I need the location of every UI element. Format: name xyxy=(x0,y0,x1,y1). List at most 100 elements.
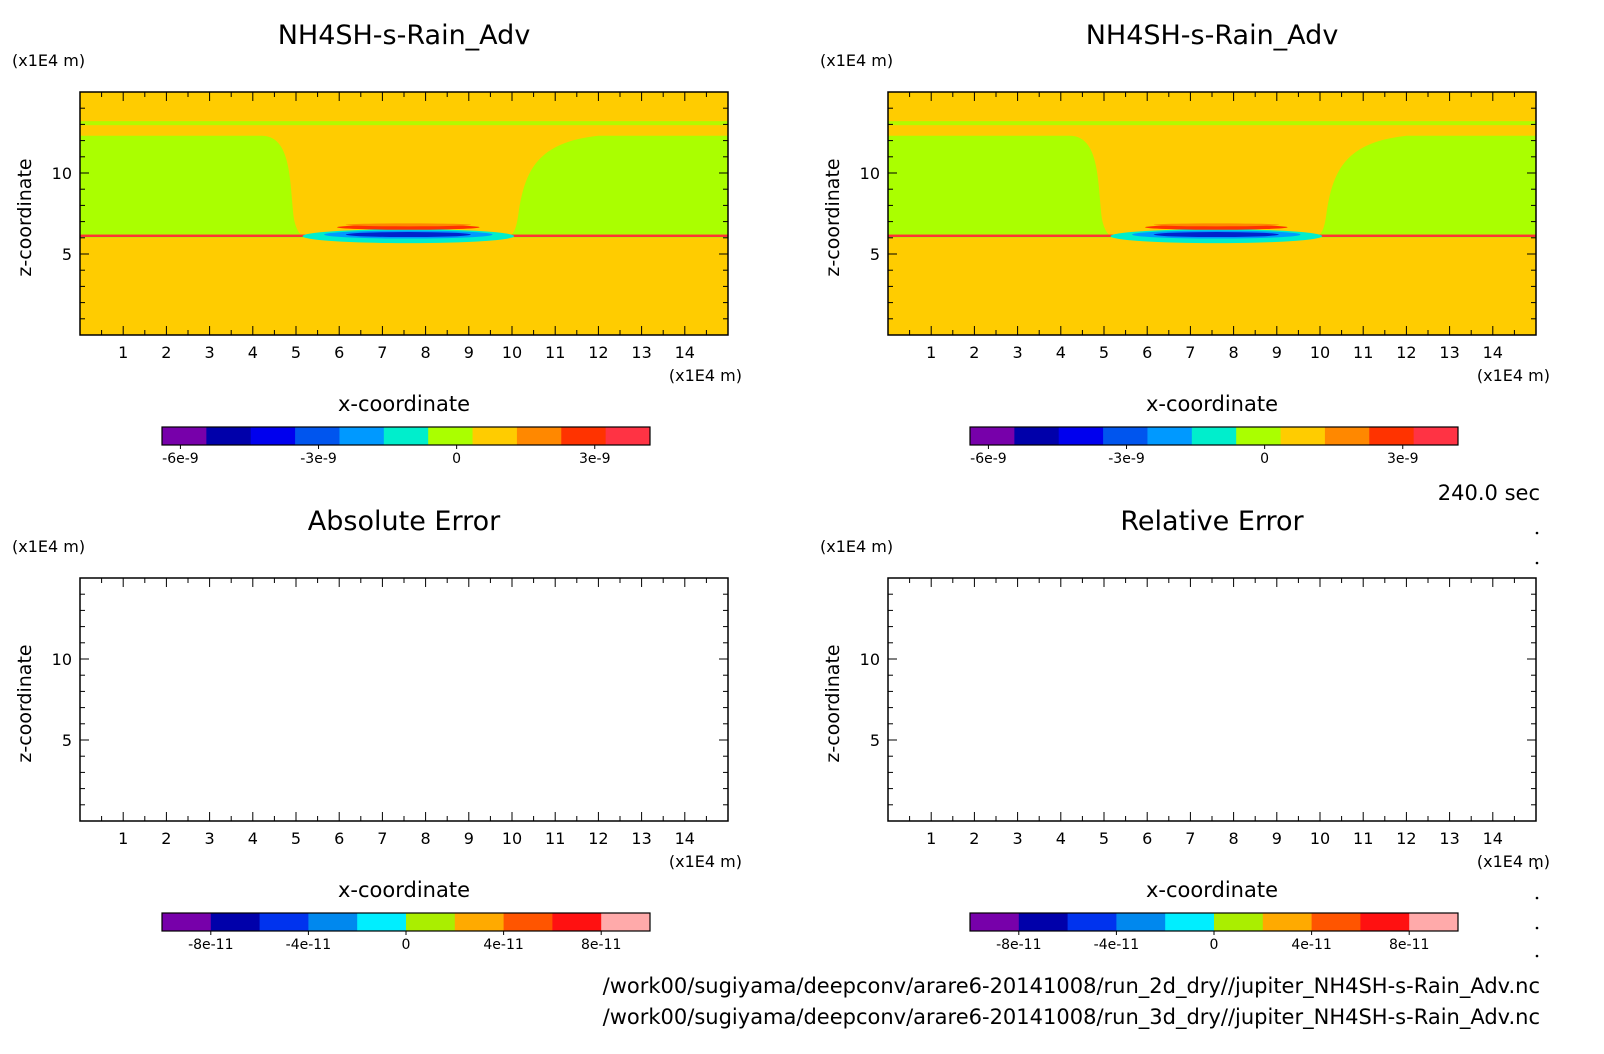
margin-dot xyxy=(1535,531,1539,535)
colorbar-segment xyxy=(1058,427,1104,445)
y-tick-label: 5 xyxy=(870,245,880,264)
x-tick-label: 1 xyxy=(118,343,128,362)
chart-title: NH4SH-s-Rain_Adv xyxy=(1086,20,1339,51)
y-tick-label: 10 xyxy=(860,650,880,669)
x-axis-label: x-coordinate xyxy=(1146,878,1278,902)
colorbar-segment xyxy=(1409,913,1459,931)
contour-field xyxy=(888,92,1536,335)
chart-title: Absolute Error xyxy=(308,506,501,537)
time-label: 240.0 sec xyxy=(1438,481,1540,505)
x-tick-label: 2 xyxy=(161,829,171,848)
colorbar-tick-label: 0 xyxy=(1260,451,1269,467)
colorbar-segment xyxy=(210,913,261,931)
x-tick-label: 10 xyxy=(1310,829,1330,848)
x-axis-label: x-coordinate xyxy=(338,878,470,902)
green-band xyxy=(888,135,1536,238)
x-tick-label: 9 xyxy=(1272,829,1282,848)
colorbar: -8e-11 -4e-11 0 4e-11 8e-11 xyxy=(969,912,1459,953)
y-tick-label: 5 xyxy=(62,731,72,750)
x-tick-label: 6 xyxy=(334,829,344,848)
colorbar: -6e-9 -3e-9 0 3e-9 xyxy=(161,426,651,467)
y-axis-label: z-coordinate xyxy=(14,158,36,276)
contour-field xyxy=(80,92,728,335)
tick-marks xyxy=(888,578,1536,821)
colorbar-segment xyxy=(454,913,505,931)
colorbar-segment xyxy=(472,427,518,445)
colorbar-segment xyxy=(1214,913,1264,931)
x-tick-label: 4 xyxy=(1056,829,1066,848)
colorbar-segment xyxy=(383,427,429,445)
colorbar-segment xyxy=(357,913,407,931)
x-tick-label: 7 xyxy=(377,343,387,362)
colorbar-tick-label: -3e-9 xyxy=(1108,451,1145,467)
x-tick-label: 8 xyxy=(421,343,431,362)
x-tick-label: 10 xyxy=(502,829,522,848)
x-tick-label: 5 xyxy=(291,343,301,362)
plot-frame xyxy=(79,577,729,822)
x-tick-label: 2 xyxy=(969,829,979,848)
colorbar-segment xyxy=(406,913,456,931)
colorbar-segment xyxy=(1360,913,1410,931)
x-tick-label: 7 xyxy=(1185,343,1195,362)
margin-dot xyxy=(1535,926,1539,930)
margin-dots xyxy=(1535,531,1539,958)
x-tick-label: 12 xyxy=(1396,829,1416,848)
colorbar-tick-label: 0 xyxy=(402,937,411,953)
colorbar-tick-label: 0 xyxy=(1210,937,1219,953)
colorbar-segment xyxy=(601,913,651,931)
colorbar-segment xyxy=(970,427,1015,445)
y-tick-label: 10 xyxy=(52,650,72,669)
x-unit-label: (x1E4 m) xyxy=(669,852,742,871)
upper-green-line xyxy=(80,121,728,126)
margin-dot xyxy=(1535,954,1539,958)
colorbar-segment xyxy=(1262,913,1313,931)
x-tick-label: 12 xyxy=(588,343,608,362)
colorbar-frame xyxy=(161,426,651,446)
colorbar-segment xyxy=(561,427,607,445)
colorbar-segment xyxy=(1413,427,1459,445)
y-axis-label: z-coordinate xyxy=(822,158,844,276)
tick-marks xyxy=(80,92,728,335)
colorbar-tick-label: 4e-11 xyxy=(1291,937,1331,953)
colorbar-tick-label: -8e-11 xyxy=(996,937,1041,953)
x-tick-label: 10 xyxy=(1310,343,1330,362)
chart-title: NH4SH-s-Rain_Adv xyxy=(278,20,531,51)
x-tick-label: 8 xyxy=(1229,829,1239,848)
x-tick-label: 6 xyxy=(334,343,344,362)
green-band xyxy=(80,135,728,238)
x-tick-label: 7 xyxy=(377,829,387,848)
colorbar-segment xyxy=(1369,427,1415,445)
blue-core xyxy=(345,232,471,238)
chart-panel-2: NH4SH-s-Rain_Adv(x1E4 m)1 2 3 4 5 6 7 8 9 10 11 12 1… xyxy=(820,20,1550,467)
y-unit-label: (x1E4 m) xyxy=(12,51,85,70)
colorbar-segment xyxy=(1236,427,1282,445)
colorbar-segment xyxy=(1311,913,1361,931)
x-unit-label: (x1E4 m) xyxy=(669,366,742,385)
colorbar-segment xyxy=(308,913,358,931)
colorbar-tick-label: 0 xyxy=(452,451,461,467)
y-tick-label: 5 xyxy=(62,245,72,264)
x-unit-label: (x1E4 m) xyxy=(1477,852,1550,871)
x-tick-label: 6 xyxy=(1142,343,1152,362)
file-path-2d: /work00/sugiyama/deepconv/arare6-2014100… xyxy=(603,974,1540,999)
colorbar-segment xyxy=(1191,427,1237,445)
colorbar: -8e-11 -4e-11 0 4e-11 8e-11 xyxy=(161,912,651,953)
x-tick-label: 14 xyxy=(1483,343,1503,362)
x-tick-label: 11 xyxy=(545,829,565,848)
x-tick-label: 8 xyxy=(1229,343,1239,362)
colorbar-segment xyxy=(206,427,252,445)
colorbar-tick-label: -6e-9 xyxy=(970,451,1007,467)
colorbar-segment xyxy=(1280,427,1326,445)
x-tick-label: 2 xyxy=(969,343,979,362)
margin-dot xyxy=(1535,896,1539,900)
colorbar-tick-label: -6e-9 xyxy=(162,451,199,467)
colorbar-tick-label: 8e-11 xyxy=(581,937,621,953)
orange-cap xyxy=(345,223,471,227)
x-tick-label: 3 xyxy=(205,343,215,362)
colorbar-segment xyxy=(1324,427,1370,445)
colorbar-tick-label: -4e-11 xyxy=(286,937,331,953)
colorbar-segment xyxy=(259,913,309,931)
x-tick-label: 1 xyxy=(118,829,128,848)
colorbar-tick-label: 8e-11 xyxy=(1389,937,1429,953)
